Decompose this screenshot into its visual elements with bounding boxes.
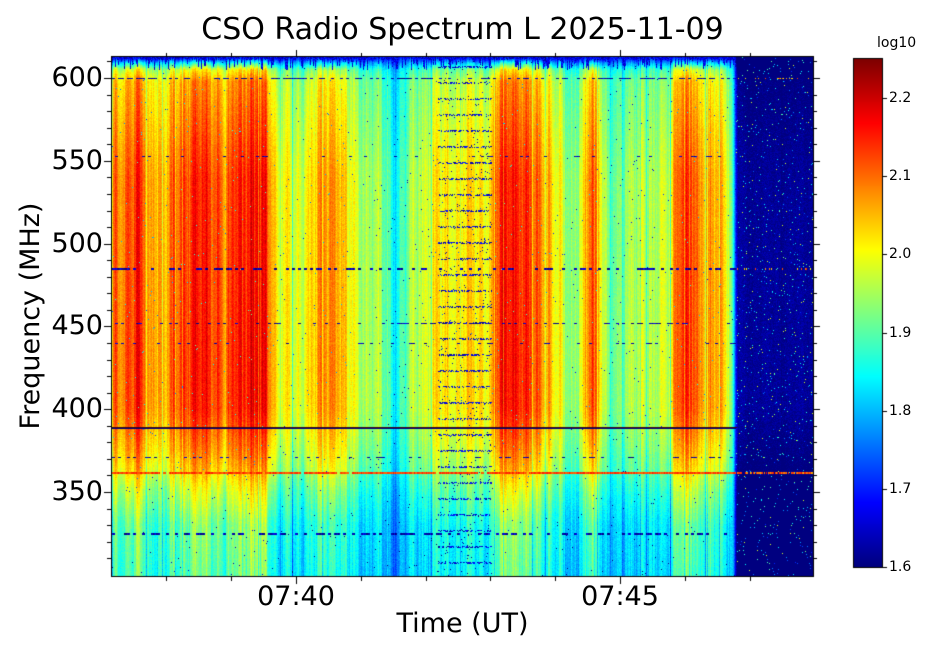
x-axis-label: Time (UT) bbox=[396, 608, 529, 639]
colorbar-tick-label: 2.1 bbox=[889, 168, 912, 185]
y-tick-label: 500 bbox=[51, 227, 103, 259]
y-tick-label: 400 bbox=[51, 393, 103, 425]
y-tick-label: 350 bbox=[51, 476, 103, 508]
chart-title: CSO Radio Spectrum L 2025-11-09 bbox=[201, 12, 724, 47]
colorbar-tick-label: 2.0 bbox=[889, 246, 912, 263]
colorbar-tick-label: 1.6 bbox=[889, 559, 912, 575]
colorbar-tick-label: 1.9 bbox=[889, 324, 912, 341]
colorbar-tick-label: 1.7 bbox=[889, 480, 912, 497]
y-tick-label: 450 bbox=[51, 310, 103, 342]
y-tick-label: 600 bbox=[51, 62, 103, 94]
colorbar-label: log10 bbox=[877, 35, 917, 51]
x-tick-label: 07:40 bbox=[257, 581, 335, 612]
y-tick-label: 550 bbox=[51, 144, 103, 176]
colorbar-tick-label: 2.2 bbox=[889, 90, 912, 107]
x-tick-label: 07:45 bbox=[581, 581, 659, 612]
colorbar-tick-label: 1.8 bbox=[889, 402, 912, 419]
